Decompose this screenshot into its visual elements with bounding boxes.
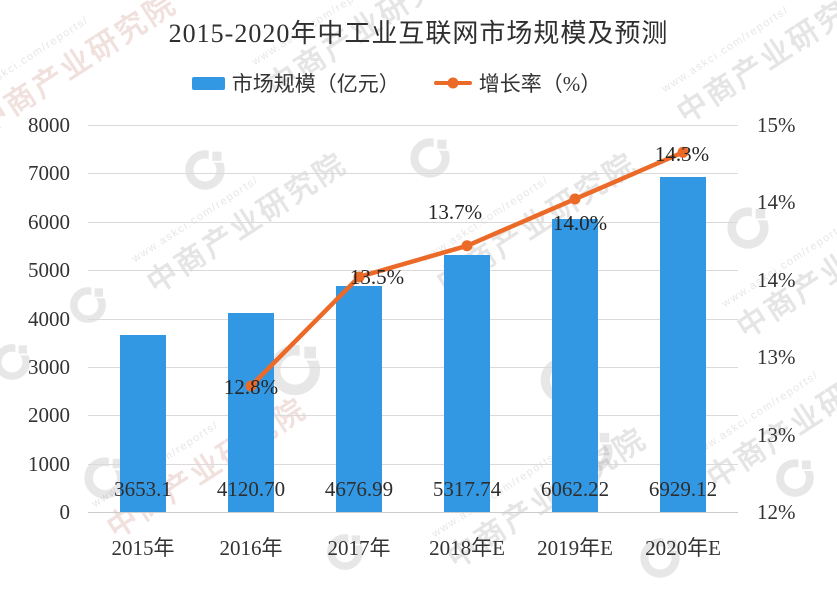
growth-rate-label: 14.0% [552,211,608,236]
y-axis-left-tick-label: 7000 [28,161,70,186]
bar-series-swatch-icon [191,76,225,90]
line-series-marker-icon [433,77,472,89]
chart-title: 2015-2020年中工业互联网市场规模及预测 [168,19,669,48]
gridline [88,173,738,175]
y-axis-left-tick-label: 4000 [28,306,70,331]
watermark-logo-icon [408,136,452,185]
watermark-logo-icon [725,205,771,256]
y-axis-right-tick-label: 14% [757,267,796,292]
bar-2019年E [552,218,598,512]
watermark-logo-icon [0,342,32,387]
y-axis-left-tick-label: 0 [59,500,71,524]
growth-rate-label: 12.8% [223,375,279,399]
y-axis-left-tick-label: 3000 [28,354,70,379]
gridline [88,125,738,126]
legend: 市场规模（亿元） 增长率（%） [0,68,815,98]
bar-value-label: 5317.74 [432,477,502,501]
y-axis-right-tick-label: 15% [757,113,796,137]
bar-2018年E [444,254,490,512]
bar-value-label: 4120.70 [216,477,286,501]
watermark-logo-icon [183,148,227,197]
x-axis-label: 2017年 [327,536,391,560]
x-axis-label: 2018年E [429,536,505,560]
growth-rate-label: 13.7% [427,199,483,224]
gridline [88,318,738,320]
legend-item-market-size: 市场规模（亿元） [191,68,400,98]
watermark-logo-icon [68,285,108,330]
bar-value-label: 6062.22 [540,477,610,501]
y-axis-right-tick-label: 13% [757,345,796,370]
gridline [88,512,738,513]
y-axis-right-tick-label: 13% [757,422,796,447]
y-axis-left-tick-label: 5000 [28,258,70,283]
gridline [88,366,738,368]
growth-rate-label: 13.5% [349,264,405,289]
bar-2020年E [660,176,706,512]
gridline [88,415,738,417]
y-axis-right-tick-label: 12% [757,500,796,524]
bar-2015年 [120,335,166,512]
watermark-logo-icon [774,457,816,504]
bar-value-label: 6929.12 [648,477,718,501]
watermark-logo-icon [638,536,682,585]
line-marker-dot-icon [447,77,459,89]
gridline [88,463,738,465]
y-axis-left-tick-label: 6000 [28,209,70,234]
x-axis-label: 2019年E [537,536,613,560]
x-axis-label: 2016年 [219,536,283,560]
y-axis-left-tick-label: 1000 [28,451,70,476]
y-axis-left-tick-label: 2000 [28,403,70,428]
bar-value-label: 3653.1 [114,477,172,501]
y-axis-right-tick-label: 14% [757,190,796,215]
x-axis-label: 2015年 [111,536,175,560]
legend-label-growth-rate: 增长率（%） [478,72,602,96]
growth-rate-label: 14.3% [654,142,710,167]
legend-label-market-size: 市场规模（亿元） [231,72,400,96]
watermark-logo-icon [325,532,365,577]
x-axis-label: 2020年E [645,536,721,560]
y-axis-left-tick-label: 8000 [28,113,70,137]
bar-value-label: 4676.99 [324,477,394,501]
legend-item-growth-rate: 增长率（%） [433,68,602,98]
